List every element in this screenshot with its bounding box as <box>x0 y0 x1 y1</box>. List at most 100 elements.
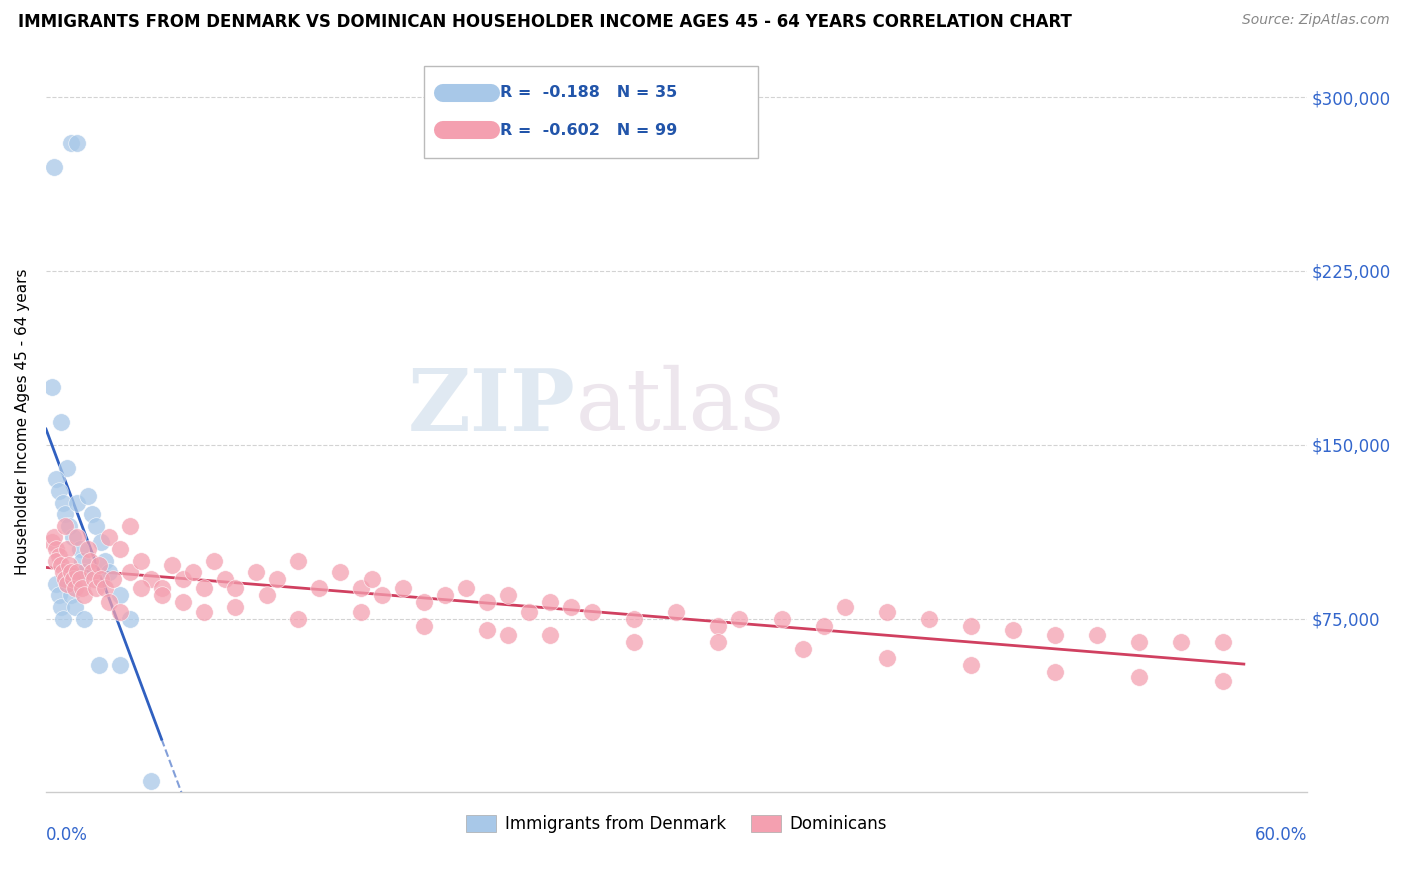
Point <box>371 588 394 602</box>
Point <box>65 599 87 614</box>
Point <box>118 519 141 533</box>
Legend: Immigrants from Denmark, Dominicans: Immigrants from Denmark, Dominicans <box>460 808 893 839</box>
Point <box>1212 634 1234 648</box>
Point <box>813 618 835 632</box>
Point <box>959 618 981 632</box>
Point <box>58 558 80 573</box>
Point <box>834 599 856 614</box>
Point <box>707 634 730 648</box>
Point <box>52 565 75 579</box>
Point <box>193 582 215 596</box>
Point <box>172 595 194 609</box>
Point <box>73 588 96 602</box>
Point <box>538 595 561 609</box>
Point <box>139 773 162 788</box>
Point <box>360 572 382 586</box>
Point <box>82 565 104 579</box>
Point <box>87 558 110 573</box>
Text: 0.0%: 0.0% <box>46 826 87 844</box>
Point <box>56 576 79 591</box>
Point <box>329 565 352 579</box>
Point <box>108 542 131 557</box>
Point <box>434 588 457 602</box>
Point <box>623 611 645 625</box>
Point <box>60 565 83 579</box>
Point <box>73 611 96 625</box>
Point <box>86 519 108 533</box>
Point <box>413 595 436 609</box>
Point <box>62 531 84 545</box>
Point <box>876 651 898 665</box>
Point <box>98 531 121 545</box>
Point <box>48 549 70 563</box>
Point <box>1128 634 1150 648</box>
Point <box>917 611 939 625</box>
Text: R =  -0.188   N = 35: R = -0.188 N = 35 <box>501 86 678 101</box>
Point <box>98 565 121 579</box>
Point <box>350 605 373 619</box>
Point <box>287 611 309 625</box>
Point <box>1043 628 1066 642</box>
Point <box>98 595 121 609</box>
Point <box>79 553 101 567</box>
Point <box>139 572 162 586</box>
Point <box>256 588 278 602</box>
Text: ZIP: ZIP <box>408 365 575 449</box>
Point <box>287 553 309 567</box>
Text: atlas: atlas <box>575 365 785 449</box>
Point <box>308 582 330 596</box>
Point <box>49 558 72 573</box>
Point <box>77 542 100 557</box>
Point <box>45 576 67 591</box>
Point <box>623 634 645 648</box>
Point <box>49 599 72 614</box>
Point <box>413 618 436 632</box>
Point <box>45 553 67 567</box>
Point <box>44 531 66 545</box>
Point <box>66 565 89 579</box>
Point <box>45 473 67 487</box>
Point <box>118 611 141 625</box>
Point <box>581 605 603 619</box>
Text: IMMIGRANTS FROM DENMARK VS DOMINICAN HOUSEHOLDER INCOME AGES 45 - 64 YEARS CORRE: IMMIGRANTS FROM DENMARK VS DOMINICAN HOU… <box>18 13 1073 31</box>
Point <box>94 582 117 596</box>
Point <box>69 542 91 557</box>
Point <box>266 572 288 586</box>
Point <box>103 572 125 586</box>
Point <box>41 380 63 394</box>
Point <box>90 572 112 586</box>
Point <box>56 542 79 557</box>
Point <box>66 496 89 510</box>
Text: Source: ZipAtlas.com: Source: ZipAtlas.com <box>1241 13 1389 28</box>
Point <box>70 582 93 596</box>
Point <box>224 582 246 596</box>
Point <box>58 519 80 533</box>
Point <box>245 565 267 579</box>
Point <box>83 572 105 586</box>
Point <box>108 605 131 619</box>
Point <box>392 582 415 596</box>
Point <box>90 535 112 549</box>
Point <box>181 565 204 579</box>
Point <box>665 605 688 619</box>
Point <box>172 572 194 586</box>
Point <box>53 519 76 533</box>
Point <box>73 565 96 579</box>
Point <box>48 484 70 499</box>
Point <box>44 160 66 174</box>
Point <box>1043 665 1066 679</box>
Point <box>94 553 117 567</box>
Point <box>224 599 246 614</box>
Point <box>52 611 75 625</box>
Point <box>60 588 83 602</box>
Point <box>477 623 499 637</box>
Point <box>66 136 89 151</box>
Point <box>214 572 236 586</box>
Y-axis label: Householder Income Ages 45 - 64 years: Householder Income Ages 45 - 64 years <box>15 268 30 574</box>
Point <box>498 588 520 602</box>
Text: 60.0%: 60.0% <box>1254 826 1308 844</box>
Point <box>129 553 152 567</box>
Point <box>65 582 87 596</box>
Point <box>150 582 173 596</box>
Point <box>53 508 76 522</box>
